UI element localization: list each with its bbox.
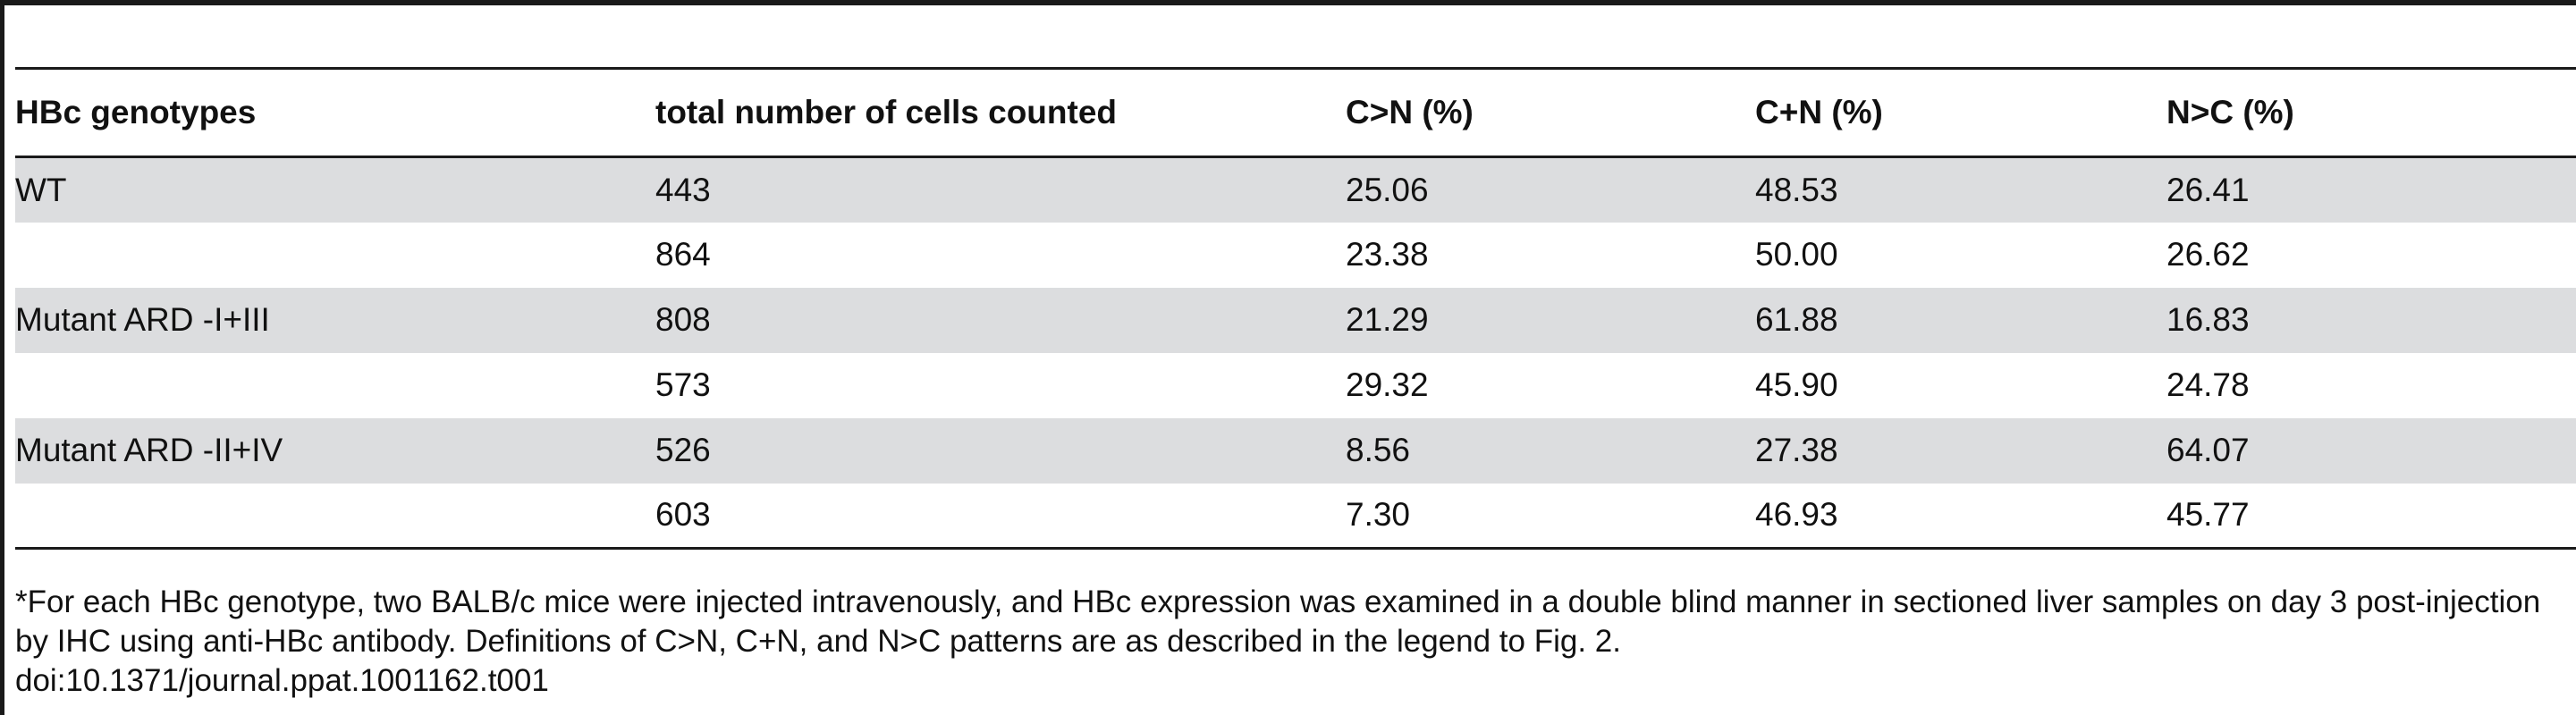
table-container: HBc genotypes total number of cells coun… [15, 67, 2576, 550]
header-total-cells: total number of cells counted [655, 94, 1117, 130]
table-row: Mutant ARD -I+III 808 21.29 61.88 16.83 [15, 287, 2576, 353]
cell-genotype: Mutant ARD -I+III [15, 301, 270, 338]
table-row: 573 29.32 45.90 24.78 [15, 353, 2576, 418]
footnote-text: *For each HBc genotype, two BALB/c mice … [15, 585, 2541, 659]
data-table: HBc genotypes total number of cells coun… [15, 67, 2576, 550]
cell-total: 573 [655, 366, 711, 403]
cell-c-gt-n: 23.38 [1346, 236, 1429, 273]
doi-link[interactable]: doi:10.1371/journal.ppat.1001162.t001 [15, 663, 549, 698]
header-hbc-genotypes: HBc genotypes [15, 94, 257, 130]
table-row: WT 443 25.06 48.53 26.41 [15, 156, 2576, 223]
cell-genotype: Mutant ARD -II+IV [15, 432, 283, 468]
cell-c-gt-n: 8.56 [1346, 432, 1411, 468]
cell-c-gt-n: 25.06 [1346, 171, 1429, 208]
header-c-plus-n: C+N (%) [1755, 94, 1883, 130]
cell-n-gt-c: 16.83 [2166, 301, 2250, 338]
header-n-gt-c: N>C (%) [2166, 94, 2294, 130]
table-header: HBc genotypes total number of cells coun… [15, 68, 2576, 157]
cell-n-gt-c: 26.41 [2166, 171, 2250, 208]
cell-total: 864 [655, 236, 711, 273]
cell-c-plus-n: 27.38 [1755, 432, 1838, 468]
cell-c-plus-n: 61.88 [1755, 301, 1838, 338]
cell-n-gt-c: 24.78 [2166, 366, 2250, 403]
table-row: 864 23.38 50.00 26.62 [15, 223, 2576, 288]
table-footnote: *For each HBc genotype, two BALB/c mice … [15, 583, 2572, 701]
cell-total: 526 [655, 432, 711, 468]
cell-genotype [15, 223, 655, 288]
cell-n-gt-c: 64.07 [2166, 432, 2250, 468]
table-row: 603 7.30 46.93 45.77 [15, 484, 2576, 549]
header-c-gt-n: C>N (%) [1346, 94, 1474, 130]
cell-n-gt-c: 45.77 [2166, 496, 2250, 534]
left-border-rule [0, 0, 4, 715]
cell-genotype: WT [15, 171, 67, 208]
cell-genotype [15, 353, 655, 418]
cell-total: 443 [655, 171, 711, 208]
cell-total: 808 [655, 301, 711, 338]
table-body: WT 443 25.06 48.53 26.41 864 23.38 50.00… [15, 156, 2576, 549]
cell-c-plus-n: 48.53 [1755, 171, 1838, 208]
cell-c-gt-n: 29.32 [1346, 366, 1429, 403]
cell-c-plus-n: 46.93 [1755, 496, 1838, 534]
cell-c-gt-n: 7.30 [1346, 496, 1411, 534]
cell-n-gt-c: 26.62 [2166, 236, 2250, 273]
cell-c-gt-n: 21.29 [1346, 301, 1429, 338]
header-row: HBc genotypes total number of cells coun… [15, 68, 2576, 157]
cell-c-plus-n: 45.90 [1755, 366, 1838, 403]
cell-c-plus-n: 50.00 [1755, 236, 1838, 273]
cell-genotype [15, 484, 655, 549]
table-row: Mutant ARD -II+IV 526 8.56 27.38 64.07 [15, 417, 2576, 484]
cell-total: 603 [655, 496, 711, 534]
top-border-rule [0, 0, 2576, 5]
